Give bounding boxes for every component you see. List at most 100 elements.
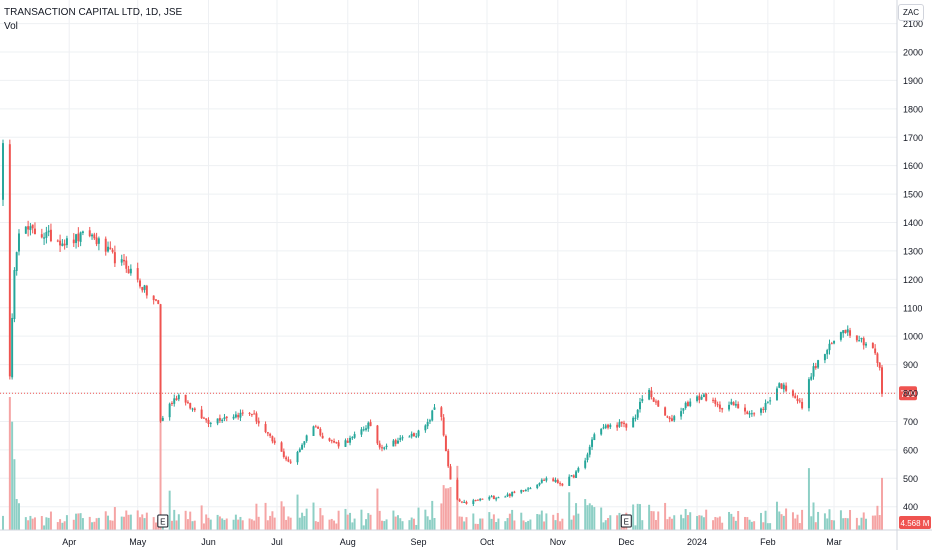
y-tick-label: 1400: [903, 218, 923, 228]
candle-body: [47, 230, 50, 233]
volume-bar: [696, 516, 699, 530]
candle-body: [305, 435, 308, 441]
volume-bar: [650, 511, 653, 530]
candle-body: [13, 270, 16, 319]
volume-bar: [344, 508, 347, 530]
candle-body: [846, 329, 849, 333]
volume-bar: [543, 521, 546, 530]
candle-body: [449, 466, 452, 480]
y-tick-label: 1500: [903, 190, 923, 200]
candle-body: [129, 268, 132, 274]
candle-body: [823, 354, 826, 361]
candle-body: [604, 425, 607, 428]
candle-body: [239, 412, 242, 418]
candle-body: [607, 424, 610, 428]
candle-body: [221, 419, 224, 422]
candle-body: [321, 435, 324, 439]
candle-body: [75, 234, 78, 243]
volume-bar: [15, 499, 18, 530]
volume-bar: [269, 515, 272, 530]
volume-bar: [107, 515, 110, 530]
volume-bar: [828, 509, 831, 530]
candle-body: [714, 399, 717, 404]
candle-body: [88, 230, 91, 237]
volume-bar: [104, 511, 107, 530]
volume-bar: [654, 519, 657, 530]
volume-bar: [415, 524, 418, 530]
volume-bar: [871, 515, 874, 530]
candle-body: [93, 234, 96, 239]
volume-bar: [607, 518, 610, 530]
candle-body: [504, 496, 507, 498]
candle-body: [273, 440, 276, 444]
candle-body: [123, 259, 125, 262]
candle-body: [271, 436, 274, 442]
volume-bar: [495, 522, 498, 530]
candle-body: [257, 420, 260, 424]
volume-bar: [234, 514, 237, 530]
volume-bar: [257, 516, 260, 530]
volume-bar: [77, 513, 80, 530]
candle-body: [410, 433, 413, 437]
candle-body: [508, 494, 511, 497]
volume-bar: [721, 522, 724, 530]
volume-bar: [159, 397, 162, 530]
volume-bar: [191, 521, 194, 530]
candle-body: [237, 414, 240, 418]
candle-body: [807, 379, 810, 409]
volume-bar: [668, 516, 671, 530]
currency-badge[interactable]: ZAC: [898, 4, 924, 21]
volume-bar: [591, 505, 594, 530]
candle-body: [95, 237, 98, 245]
volume-bar: [337, 510, 340, 530]
candle-body: [796, 398, 799, 401]
volume-bar: [561, 518, 564, 530]
volume-bar: [27, 520, 30, 530]
x-tick-label: Apr: [62, 537, 76, 547]
candle-body: [24, 226, 27, 234]
volume-bar: [600, 507, 603, 530]
volume-bar: [504, 521, 507, 530]
candle-body: [141, 287, 144, 291]
candle-body: [636, 409, 639, 418]
candle-body: [705, 393, 708, 401]
candle-body: [798, 400, 801, 402]
candle-body: [136, 268, 139, 280]
volume-bar: [698, 515, 701, 530]
earnings-marker[interactable]: E: [624, 518, 629, 527]
earnings-marker[interactable]: E: [160, 518, 165, 527]
volume-bar: [328, 519, 331, 530]
y-tick-label: 600: [903, 445, 918, 455]
volume-bar: [61, 522, 64, 530]
candle-body: [65, 238, 68, 246]
candle-body: [344, 440, 347, 447]
candle-body: [161, 417, 164, 421]
candle-body: [860, 337, 863, 340]
candle-body: [536, 484, 539, 488]
volume-bar: [769, 523, 772, 530]
volume-bar: [152, 517, 155, 530]
volume-bar: [476, 523, 479, 530]
candle-body: [479, 498, 482, 501]
candle-body: [812, 366, 815, 377]
volume-bar: [842, 518, 845, 530]
candle-body: [718, 404, 721, 409]
volume-bar: [321, 515, 324, 530]
volume-bar: [764, 510, 767, 530]
candle-body: [826, 350, 829, 355]
volume-bar: [442, 485, 445, 530]
volume-bar: [744, 516, 747, 530]
candle-body: [545, 478, 548, 481]
volume-bar: [876, 505, 879, 530]
candle-body: [301, 444, 304, 450]
y-tick-label: 1600: [903, 161, 923, 171]
volume-bar: [801, 509, 804, 530]
candle-body: [584, 460, 587, 468]
candle-body: [383, 447, 386, 449]
volume-bar: [75, 513, 78, 530]
candle-body: [127, 269, 130, 274]
volume-bar: [93, 521, 96, 530]
candle-body: [378, 443, 381, 448]
